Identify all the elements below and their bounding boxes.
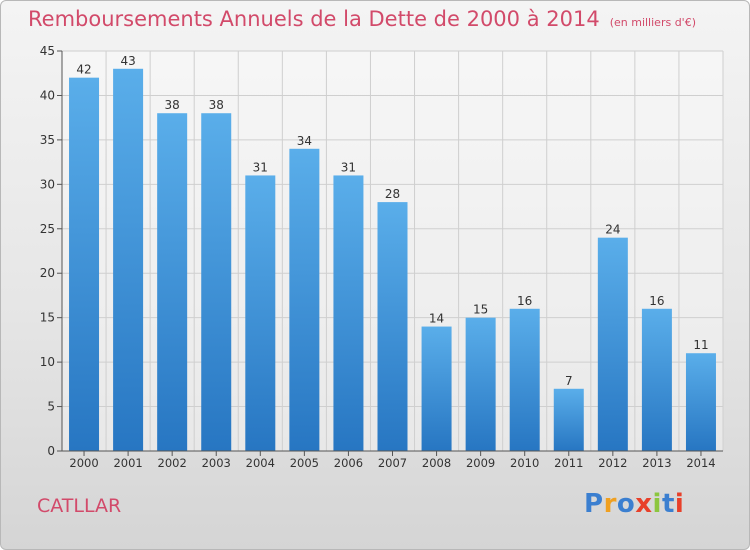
data-label: 11	[693, 338, 708, 352]
data-label: 24	[605, 223, 620, 237]
y-tick-label: 35	[40, 133, 55, 147]
bar	[245, 175, 276, 451]
logo-letter: r	[603, 489, 617, 519]
bars	[69, 68, 716, 452]
x-tick-label: 2001	[113, 456, 142, 470]
bar	[113, 68, 144, 452]
y-tick-label: 40	[40, 88, 55, 102]
data-label: 7	[565, 374, 573, 388]
chart-subtitle: (en milliers d'€)	[609, 16, 696, 29]
x-tick-label: 2004	[246, 456, 275, 470]
bar	[333, 175, 364, 451]
x-tick-label: 2007	[378, 456, 407, 470]
data-label: 42	[76, 63, 91, 77]
data-label: 38	[209, 98, 224, 112]
proxiti-logo[interactable]: Proxiti	[584, 489, 684, 519]
data-label: 28	[385, 187, 400, 201]
x-tick-label: 2008	[422, 456, 451, 470]
logo-letter: x	[635, 489, 653, 519]
bar	[377, 202, 408, 451]
y-tick-label: 25	[40, 222, 55, 236]
bar	[157, 113, 188, 451]
y-tick-label: 30	[40, 177, 55, 191]
data-label: 16	[649, 294, 664, 308]
x-tick-label: 2009	[466, 456, 495, 470]
logo-letter: P	[584, 489, 604, 519]
logo-letter: i	[674, 489, 685, 519]
y-tick-label: 10	[40, 355, 55, 369]
x-tick-label: 2005	[290, 456, 319, 470]
bar	[69, 77, 100, 452]
y-tick-label: 20	[40, 266, 55, 280]
chart-title: Remboursements Annuels de la Dette de 20…	[28, 7, 600, 31]
x-tick-label: 2010	[510, 456, 539, 470]
x-tick-label: 2013	[642, 456, 671, 470]
logo-letter: t	[661, 489, 675, 519]
bar	[201, 113, 232, 451]
logo-letter: i	[652, 489, 662, 519]
y-tick-label: 15	[40, 311, 55, 325]
data-label: 34	[297, 134, 312, 148]
bar	[421, 326, 452, 451]
title-row: Remboursements Annuels de la Dette de 20…	[28, 7, 696, 31]
x-tick-label: 2000	[69, 456, 98, 470]
bar	[685, 353, 716, 451]
data-label: 14	[429, 312, 444, 326]
bar	[289, 148, 320, 451]
logo-letter: o	[616, 489, 636, 519]
x-tick-label: 2002	[158, 456, 187, 470]
x-tick-label: 2003	[202, 456, 231, 470]
data-labels: 42 43 38 38 31 34 31 28 14 15 16 7 24 16 11	[76, 54, 708, 388]
data-label: 43	[120, 54, 135, 68]
bar	[641, 308, 672, 451]
x-tick-label: 2011	[554, 456, 583, 470]
data-label: 16	[517, 294, 532, 308]
bar	[597, 237, 628, 451]
y-tick-label: 45	[40, 44, 55, 58]
bar	[465, 317, 496, 451]
data-label: 31	[253, 160, 268, 174]
data-label: 31	[341, 160, 356, 174]
bar	[553, 388, 584, 451]
data-label: 15	[473, 303, 488, 317]
commune-name: CATLLAR	[37, 495, 122, 517]
y-tick-label: 0	[47, 444, 55, 458]
x-tick-label: 2012	[598, 456, 627, 470]
x-tick-label: 2014	[686, 456, 715, 470]
data-label: 38	[165, 98, 180, 112]
bar	[509, 308, 540, 451]
axes: 0 5 10 15 20 25 30 35 40 45 2000 2001 2002 2003 2004 20…	[40, 44, 723, 470]
y-tick-label: 5	[47, 400, 55, 414]
x-tick-label: 2006	[334, 456, 363, 470]
